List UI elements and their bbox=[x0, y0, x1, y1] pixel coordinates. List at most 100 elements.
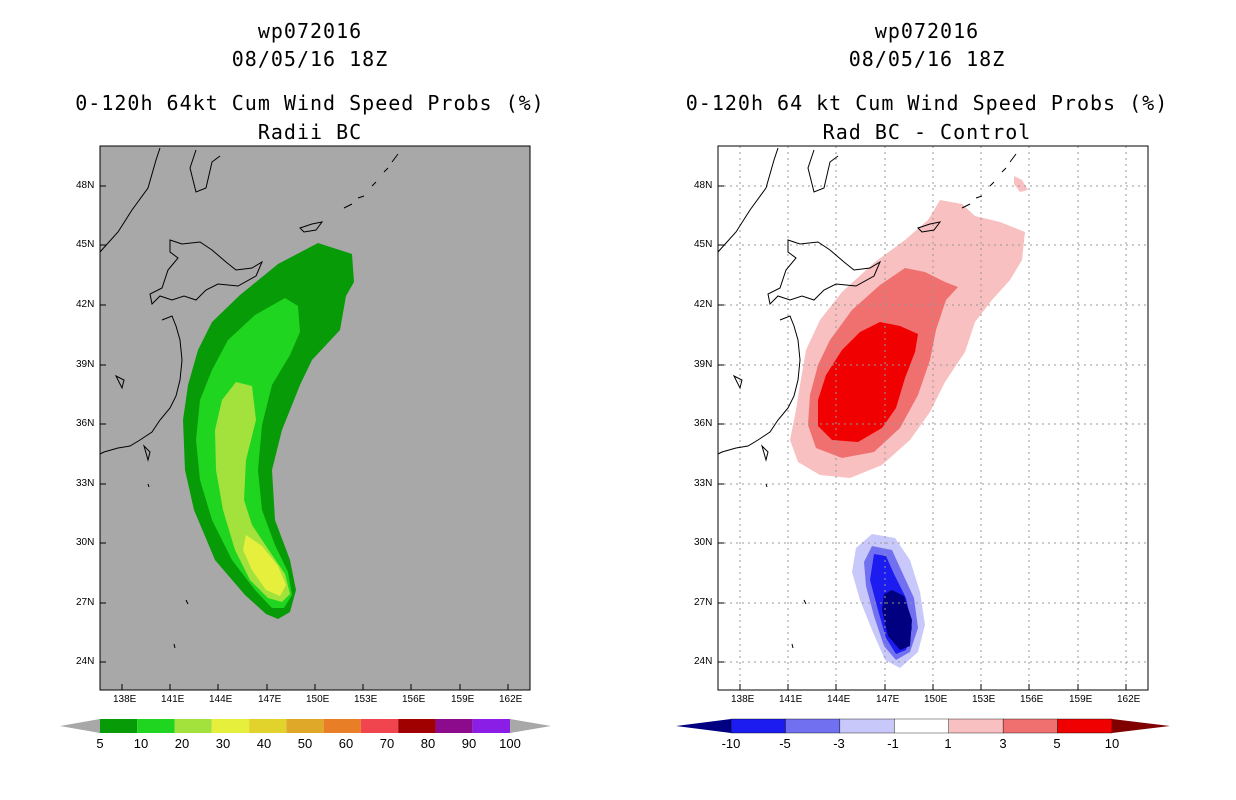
left-colorbar-label: 40 bbox=[256, 736, 272, 751]
left-colorbar-swatch bbox=[249, 719, 287, 733]
right-colorbar-label: -10 bbox=[721, 736, 741, 751]
left-colorbar-label: 30 bbox=[215, 736, 231, 751]
left-colorbar-swatch bbox=[211, 719, 250, 733]
right-contour-neg-10 bbox=[882, 590, 912, 650]
left-title-product: 0-120h 64kt Cum Wind Speed Probs (%) bbox=[75, 91, 545, 115]
right-lat-label: 42N bbox=[694, 299, 713, 310]
left-colorbar-label: 50 bbox=[297, 736, 313, 751]
right-lon-label: 156E bbox=[1020, 694, 1044, 705]
left-lat-label: 48N bbox=[76, 180, 95, 191]
left-contour-30 bbox=[243, 535, 286, 596]
left-colorbar-label: 100 bbox=[499, 736, 521, 751]
left-lon-label: 138E bbox=[113, 694, 137, 705]
left-colorbar-swatch bbox=[360, 719, 399, 733]
right-lon-label: 162E bbox=[1117, 694, 1141, 705]
left-lat-ticks bbox=[100, 185, 106, 663]
right-colorbar-low-arrow bbox=[676, 719, 731, 733]
right-map bbox=[717, 145, 1149, 691]
right-lat-label: 36N bbox=[694, 418, 713, 429]
left-lat-label: 30N bbox=[76, 537, 95, 548]
left-lon-label: 156E bbox=[402, 694, 426, 705]
left-colorbar bbox=[60, 719, 551, 733]
right-title-subtitle: Rad BC - Control bbox=[822, 120, 1032, 144]
left-lon-label: 159E bbox=[451, 694, 475, 705]
right-lon-label: 147E bbox=[876, 694, 900, 705]
right-lat-label: 39N bbox=[694, 359, 713, 370]
right-colorbar-swatch bbox=[948, 718, 1004, 734]
left-colorbar-high-arrow bbox=[510, 719, 551, 733]
left-colorbar-label: 90 bbox=[461, 736, 477, 751]
right-colorbar-swatch bbox=[839, 718, 895, 734]
left-lon-label: 150E bbox=[306, 694, 330, 705]
left-lat-label: 45N bbox=[76, 239, 95, 250]
right-title-product: 0-120h 64 kt Cum Wind Speed Probs (%) bbox=[685, 91, 1169, 115]
left-map bbox=[99, 145, 531, 691]
left-colorbar-low-arrow bbox=[60, 719, 100, 733]
left-lon-label: 153E bbox=[354, 694, 378, 705]
left-lon-ticks bbox=[121, 684, 509, 690]
right-lat-label: 45N bbox=[694, 239, 713, 250]
right-contour-pos-5 bbox=[818, 322, 918, 442]
right-colorbar-swatch bbox=[1057, 718, 1113, 734]
left-colorbar-label: 20 bbox=[174, 736, 190, 751]
left-colorbar-swatch bbox=[398, 719, 436, 733]
left-contour-20 bbox=[215, 382, 290, 602]
right-lat-label: 33N bbox=[694, 478, 713, 489]
left-lat-label: 39N bbox=[76, 359, 95, 370]
right-lat-ticks bbox=[718, 185, 724, 663]
left-title-storm-id: wp072016 bbox=[257, 19, 363, 43]
right-title-storm-id: wp072016 bbox=[874, 19, 980, 43]
right-contour-pos-small bbox=[1014, 176, 1028, 192]
right-lon-label: 144E bbox=[827, 694, 851, 705]
right-colorbar-label: -3 bbox=[833, 736, 845, 751]
right-colorbar-swatch bbox=[730, 718, 786, 734]
right-colorbar-label: -5 bbox=[779, 736, 791, 751]
left-lon-label: 147E bbox=[258, 694, 282, 705]
left-colorbar-swatch bbox=[323, 719, 361, 733]
left-lon-label: 144E bbox=[209, 694, 233, 705]
left-colorbar-label: 70 bbox=[379, 736, 395, 751]
right-lat-label: 27N bbox=[694, 597, 713, 608]
left-colorbar-label: 80 bbox=[420, 736, 436, 751]
left-colorbar-swatch bbox=[137, 719, 175, 733]
right-lon-label: 150E bbox=[924, 694, 948, 705]
right-colorbar-label: 5 bbox=[1053, 736, 1061, 751]
left-colorbar-swatch bbox=[100, 719, 138, 733]
left-lon-label: 141E bbox=[161, 694, 185, 705]
right-colorbar-label: 1 bbox=[944, 736, 952, 751]
left-contour-10 bbox=[196, 298, 300, 608]
left-colorbar-swatch bbox=[174, 719, 212, 733]
right-lat-label: 24N bbox=[694, 656, 713, 667]
left-colorbar-swatch bbox=[472, 719, 510, 733]
right-colorbar bbox=[676, 718, 1170, 734]
left-lat-label: 33N bbox=[76, 478, 95, 489]
right-colorbar-swatch bbox=[1002, 718, 1058, 734]
right-colorbar-label: -1 bbox=[887, 736, 899, 751]
right-lon-label: 159E bbox=[1069, 694, 1093, 705]
left-lat-label: 42N bbox=[76, 299, 95, 310]
right-colorbar-swatch bbox=[894, 718, 949, 734]
right-colorbar-swatch bbox=[785, 718, 841, 734]
right-lon-label: 153E bbox=[972, 694, 996, 705]
left-colorbar-swatch bbox=[435, 719, 473, 733]
left-map-background bbox=[100, 146, 530, 690]
left-title-subtitle: Radii BC bbox=[257, 120, 363, 144]
left-lat-label: 36N bbox=[76, 418, 95, 429]
left-colorbar-label: 5 bbox=[96, 736, 104, 751]
right-colorbar-high-arrow bbox=[1112, 719, 1170, 733]
left-colorbar-label: 60 bbox=[338, 736, 354, 751]
left-lat-label: 27N bbox=[76, 597, 95, 608]
right-lat-label: 48N bbox=[694, 180, 713, 191]
right-colorbar-label: 10 bbox=[1104, 736, 1120, 751]
right-title-date: 08/05/16 18Z bbox=[848, 47, 1006, 71]
left-lat-label: 24N bbox=[76, 656, 95, 667]
left-colorbar-label: 10 bbox=[133, 736, 149, 751]
right-coastline bbox=[717, 147, 1017, 649]
left-colorbar-swatch bbox=[286, 719, 324, 733]
right-colorbar-label: 3 bbox=[999, 736, 1007, 751]
left-coastline bbox=[99, 147, 399, 649]
left-title-date: 08/05/16 18Z bbox=[231, 47, 389, 71]
right-lon-label: 141E bbox=[779, 694, 803, 705]
right-gridlines bbox=[718, 146, 1148, 690]
